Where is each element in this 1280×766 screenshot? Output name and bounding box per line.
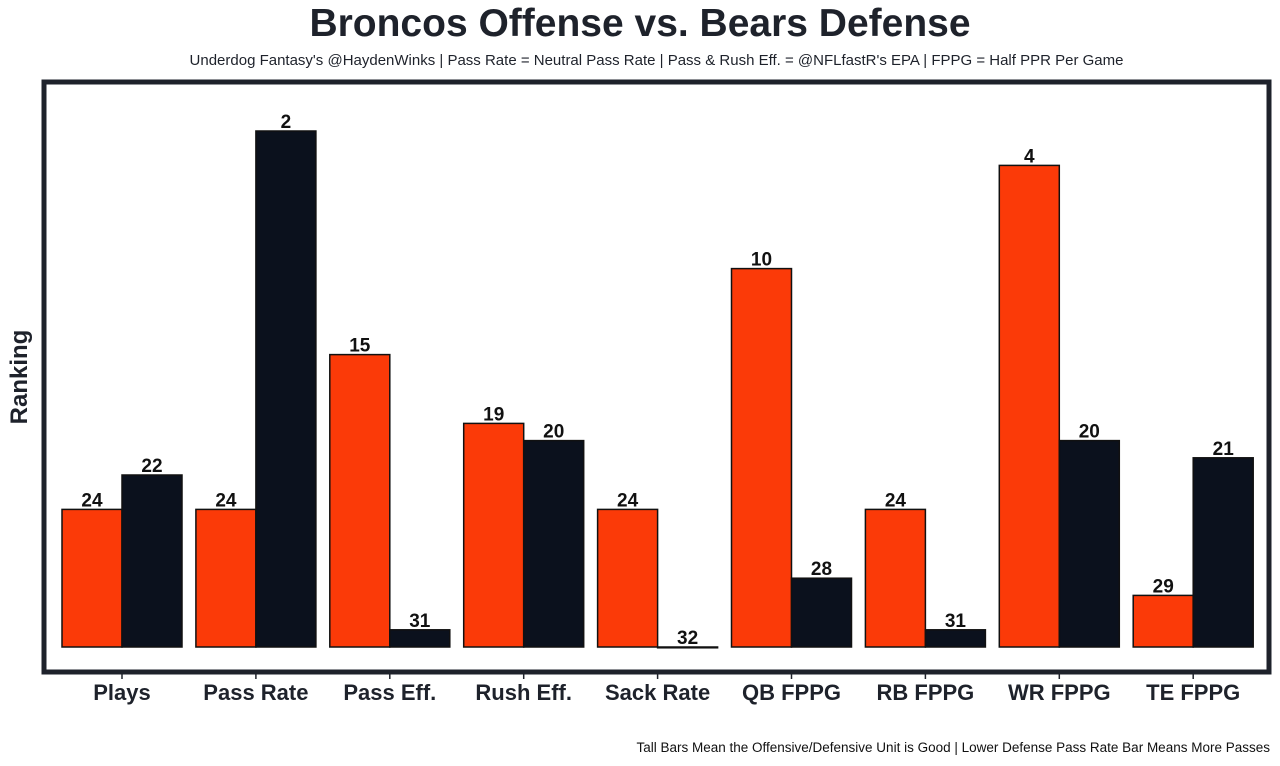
data-label: 31 [409, 611, 431, 632]
bar-offense-plays [61, 508, 123, 648]
bar-defense-pass-eff [389, 629, 451, 648]
x-tick-label: Rush Eff. [475, 680, 572, 705]
bar-offense-te-fppg [1132, 594, 1194, 648]
bar-offense-pass-rate [195, 508, 257, 648]
bar-offense-sack-rate [596, 508, 659, 648]
chart-title: Broncos Offense vs. Bears Defense [309, 2, 971, 45]
chart-subtitle: Underdog Fantasy's @HaydenWinks | Pass R… [189, 52, 1124, 69]
bar-offense-qb-fppg [730, 267, 793, 648]
x-tick-label: TE FPPG [1146, 680, 1240, 705]
bar-defense-te-fppg [1192, 457, 1254, 648]
data-label: 2 [281, 112, 292, 133]
data-label: 24 [81, 490, 103, 511]
bar-offense-rush-eff [462, 422, 525, 648]
bar-offense-wr-fppg [998, 164, 1061, 648]
bar-defense-sack-rate [656, 646, 719, 649]
x-tick-label: Pass Rate [203, 680, 308, 705]
bar-offense-pass-eff [329, 353, 391, 648]
bar-defense-wr-fppg [1058, 439, 1121, 648]
data-label: 22 [141, 456, 162, 477]
data-label: 20 [1079, 422, 1100, 443]
plot-frame [41, 79, 1272, 675]
x-tick-label: RB FPPG [877, 680, 975, 705]
data-label: 19 [483, 404, 504, 425]
data-label: 32 [677, 628, 698, 649]
x-tick-label: Sack Rate [605, 680, 710, 705]
x-tick-label: Pass Eff. [343, 680, 436, 705]
data-label: 28 [811, 559, 832, 580]
chart-footer-note: Tall Bars Mean the Offensive/Defensive U… [636, 740, 1270, 755]
data-label: 15 [349, 336, 371, 357]
data-label: 31 [945, 611, 967, 632]
data-label: 20 [543, 422, 564, 443]
x-tick-label: Plays [93, 680, 151, 705]
data-label: 24 [885, 490, 907, 511]
bar-defense-rb-fppg [924, 629, 987, 648]
data-label: 24 [617, 490, 639, 511]
data-label: 4 [1024, 146, 1035, 167]
data-label: 24 [215, 490, 237, 511]
data-label: 21 [1213, 439, 1235, 460]
bar-defense-qb-fppg [790, 577, 853, 648]
bar-defense-pass-rate [255, 130, 317, 648]
bar-offense-rb-fppg [864, 508, 927, 648]
bar-defense-plays [121, 474, 183, 648]
data-label: 29 [1153, 576, 1174, 597]
data-label: 10 [751, 250, 772, 271]
x-tick-label: QB FPPG [742, 680, 841, 705]
x-tick-label: WR FPPG [1008, 680, 1111, 705]
bar-defense-rush-eff [522, 439, 585, 648]
